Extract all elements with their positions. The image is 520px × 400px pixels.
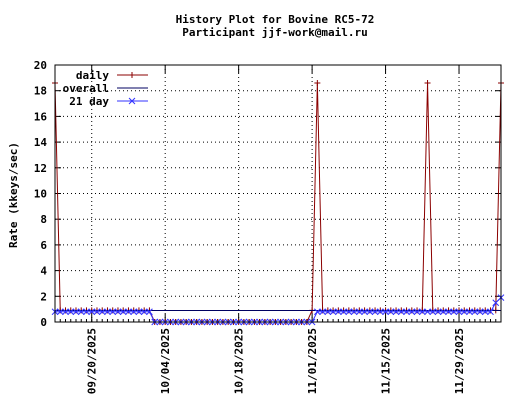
chart-title: History Plot for Bovine RC5-72 — [176, 13, 375, 26]
x-tick-label: 10/04/2025 — [159, 328, 172, 394]
data-point — [424, 79, 431, 86]
plot-frame — [54, 64, 502, 323]
data-point — [445, 308, 452, 316]
data-point — [146, 308, 153, 316]
x-tick-label: 11/29/2025 — [453, 328, 466, 394]
data-point — [77, 308, 85, 316]
data-point — [408, 308, 416, 316]
x-tick-label: 09/20/2025 — [86, 328, 99, 394]
tick-labels: 0 2 4 6 8 10 12 14 16 18 20 09/20/2025 10/04/2025 10/… — [34, 59, 466, 394]
data-point — [56, 308, 64, 316]
data-point — [130, 308, 138, 316]
data-point — [93, 308, 101, 316]
y-tick-label: 12 — [34, 162, 47, 175]
data-point — [481, 308, 489, 316]
data-point — [371, 308, 379, 316]
data-point — [460, 308, 468, 316]
y-tick-label: 8 — [40, 213, 47, 226]
data-point — [125, 308, 132, 316]
data-point — [345, 308, 353, 316]
data-point — [361, 308, 368, 316]
data-point — [140, 308, 148, 316]
data-point — [98, 308, 106, 316]
data-point — [366, 308, 374, 316]
data-point — [392, 308, 400, 316]
y-tick-label: 16 — [34, 110, 48, 123]
data-point — [492, 299, 500, 307]
x-tick-label: 11/01/2025 — [306, 328, 319, 394]
data-point — [135, 308, 143, 316]
series-line — [54, 82, 502, 323]
data-point — [72, 308, 80, 316]
x-tick-label: 11/15/2025 — [380, 328, 393, 394]
data-point — [418, 308, 426, 316]
y-tick-label: 2 — [40, 290, 47, 303]
data-point — [403, 308, 410, 316]
data-point — [487, 308, 494, 316]
y-tick-label: 14 — [34, 136, 48, 149]
data-point — [355, 308, 363, 316]
data-point — [376, 308, 384, 316]
y-tick-label: 10 — [34, 188, 47, 201]
axis-ticks — [54, 64, 502, 323]
y-axis-label: Rate (kkeys/sec) — [7, 142, 20, 248]
legend-item: daily — [76, 69, 148, 82]
data-point — [67, 308, 75, 316]
y-tick-label: 6 — [40, 239, 47, 252]
data-point — [114, 308, 122, 316]
data-point — [83, 308, 90, 316]
data-point — [466, 308, 473, 316]
data-point — [62, 308, 69, 316]
y-tick-label: 4 — [40, 265, 47, 278]
data-point — [88, 308, 96, 316]
data-point — [387, 308, 395, 316]
data-point — [397, 308, 405, 316]
y-tick-label: 20 — [34, 59, 47, 72]
legend-item: overall — [63, 82, 148, 95]
data-point — [314, 79, 321, 86]
data-point — [329, 308, 337, 316]
data-point — [439, 308, 447, 316]
legend-label: overall — [63, 82, 109, 95]
data-point — [319, 308, 326, 316]
data-point — [313, 308, 321, 316]
legend-label: daily — [76, 69, 109, 82]
data-point — [429, 308, 437, 316]
data-point — [324, 308, 332, 316]
y-tick-label: 0 — [40, 316, 47, 329]
data-point — [455, 308, 463, 316]
data-point — [340, 308, 347, 316]
data-point — [104, 308, 111, 316]
data-point — [109, 308, 117, 316]
data-point — [350, 308, 358, 316]
data-point — [382, 308, 389, 316]
grid-lines — [55, 65, 501, 322]
series-21-day — [51, 294, 505, 326]
legend-label: 21 day — [69, 95, 109, 108]
y-tick-label: 18 — [34, 85, 47, 98]
data-point — [471, 308, 479, 316]
legend-marker — [128, 97, 136, 105]
data-point — [476, 308, 484, 316]
data-point — [119, 308, 127, 316]
x-tick-label: 10/18/2025 — [233, 328, 246, 394]
chart-subtitle: Participant jjf-work@mail.ru — [182, 26, 367, 39]
data-point — [450, 308, 458, 316]
data-point — [334, 308, 342, 316]
data-point — [434, 308, 442, 316]
data-point — [424, 308, 431, 316]
legend-item: 21 day — [69, 95, 148, 108]
legend-marker — [129, 72, 135, 78]
data-point — [413, 308, 421, 316]
